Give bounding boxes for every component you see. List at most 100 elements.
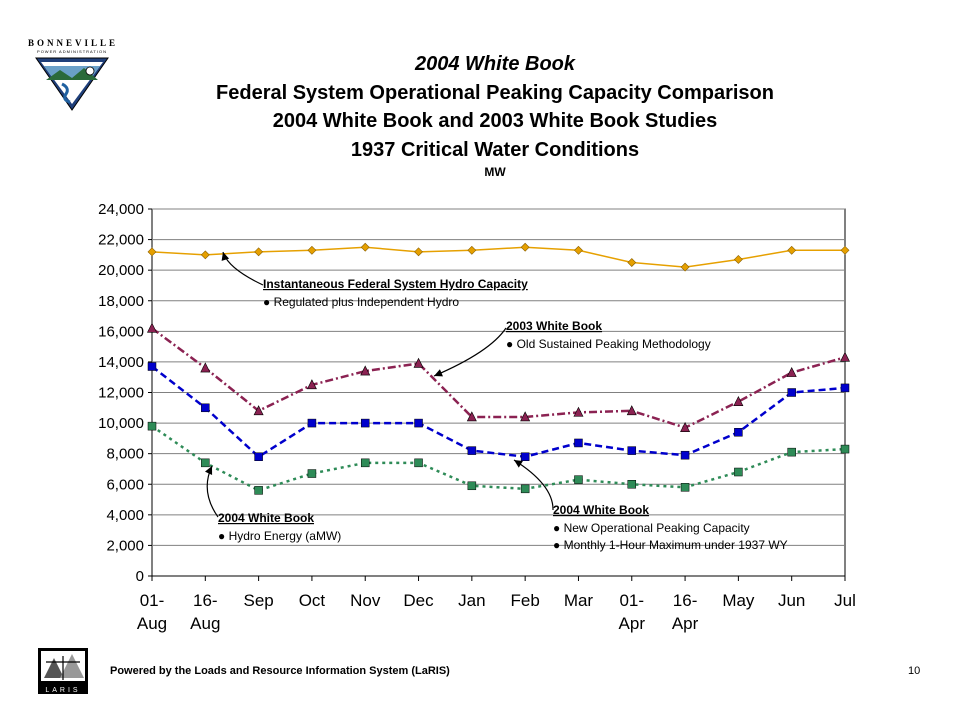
data-point-wb2003: [573, 406, 584, 417]
annotation-bullet: ● Hydro Energy (aMW): [218, 529, 341, 543]
x-tick-label: Jun: [778, 591, 805, 610]
data-point-wb2004_energy: [360, 458, 370, 468]
annotation-bullet: ● New Operational Peaking Capacity: [553, 521, 750, 535]
x-tick-label: Apr: [672, 614, 699, 633]
y-tick-label: 8,000: [106, 446, 144, 463]
annotation-title: 2004 White Book: [553, 503, 649, 517]
x-tick-label: Sep: [243, 591, 273, 610]
logo-wordmark: BONNEVILLE: [28, 38, 119, 48]
data-point-wb2003: [360, 365, 371, 376]
y-tick-label: 0: [136, 568, 144, 585]
data-point-hydro_capacity: [307, 245, 317, 255]
annotation-arrow: [433, 327, 507, 377]
y-tick-label: 2,000: [106, 537, 144, 554]
data-point-wb2003: [733, 396, 744, 406]
data-point-hydro_capacity: [787, 245, 797, 255]
annotation-arrowhead: [221, 252, 230, 261]
data-point-wb2003: [466, 411, 477, 422]
x-tick-label: Nov: [350, 591, 381, 610]
y-tick-label: 16,000: [98, 323, 144, 340]
data-point-wb2004_peaking: [147, 362, 157, 371]
data-point-wb2003: [413, 357, 424, 368]
bonneville-logo: BONNEVILLE POWER ADMINISTRATION: [28, 38, 116, 114]
series-layer: [147, 242, 850, 495]
data-point-wb2004_energy: [201, 458, 210, 468]
data-point-wb2004_peaking: [734, 428, 743, 437]
x-tick-label: 16-: [673, 591, 698, 610]
data-point-hydro_capacity: [840, 245, 850, 255]
data-point-wb2004_peaking: [680, 450, 690, 460]
footer-powered-by: Powered by the Loads and Resource Inform…: [110, 665, 450, 677]
x-tick-label: Feb: [511, 591, 540, 610]
data-point-wb2003: [626, 405, 637, 416]
annotation-bullet: ● Old Sustained Peaking Methodology: [506, 337, 711, 351]
x-tick-label: Aug: [190, 614, 220, 633]
y-tick-label: 14,000: [98, 354, 144, 371]
data-point-wb2004_peaking: [787, 388, 796, 397]
annotation-title: 2004 White Book: [218, 511, 314, 525]
data-point-hydro_capacity: [254, 247, 264, 257]
annotation-title: Instantaneous Federal System Hydro Capac…: [263, 277, 528, 291]
data-point-wb2004_peaking: [360, 418, 370, 428]
data-point-wb2003: [253, 405, 264, 416]
y-tick-label: 20,000: [98, 262, 144, 279]
data-point-wb2004_energy: [574, 475, 583, 484]
data-point-wb2003: [680, 422, 691, 432]
data-point-wb2004_peaking: [574, 438, 583, 448]
logo-subtitle: POWER ADMINISTRATION: [37, 49, 107, 54]
data-point-wb2004_energy: [467, 481, 477, 491]
chart-title: 2004 White Book: [414, 53, 576, 75]
y-tick-label: 6,000: [106, 476, 144, 493]
annotation-arrow: [513, 459, 554, 511]
data-point-wb2004_energy: [787, 447, 796, 457]
data-point-wb2004_energy: [147, 421, 157, 431]
bonneville-emblem-icon: [35, 57, 109, 111]
laris-logo-label: LARIS: [45, 687, 80, 694]
data-point-wb2004_peaking: [307, 418, 317, 428]
y-tick-label: 4,000: [106, 507, 144, 524]
data-point-wb2003: [147, 322, 157, 333]
annotation-arrowhead: [434, 369, 443, 377]
data-point-hydro_capacity: [147, 247, 157, 257]
chart-subtitle-1: Federal System Operational Peaking Capac…: [216, 81, 774, 104]
data-point-hydro_capacity: [200, 250, 210, 260]
data-point-hydro_capacity: [414, 247, 423, 257]
x-tick-label: Jan: [458, 591, 485, 610]
data-point-wb2004_energy: [254, 486, 263, 495]
x-tick-label: Aug: [137, 614, 167, 633]
data-point-wb2004_energy: [840, 444, 850, 454]
data-point-wb2004_peaking: [254, 452, 263, 461]
x-tick-label: May: [722, 591, 755, 610]
page-number: 10: [908, 665, 921, 677]
laris-logo-text: LARIS: [45, 687, 80, 694]
series-line-wb2003: [151, 327, 846, 430]
data-point-wb2003: [520, 411, 531, 422]
chart-subtitle-2: 2004 White Book and 2003 White Book Stud…: [272, 110, 718, 132]
chart-title-block: 2004 White Book Federal System Operation…: [100, 50, 890, 180]
y-tick-label: 22,000: [98, 232, 144, 249]
annotation-title: 2003 White Book: [506, 319, 602, 333]
x-tick-label: 16-: [193, 591, 218, 610]
data-point-hydro_capacity: [574, 245, 583, 255]
x-tick-label: Oct: [299, 591, 326, 610]
annotation-arrowhead: [514, 460, 523, 468]
annotation-arrowhead: [205, 466, 213, 475]
chart-subtitle-3: 1937 Critical Water Conditions: [350, 138, 640, 161]
data-point-hydro_capacity: [360, 242, 370, 252]
data-point-wb2004_peaking: [840, 383, 850, 393]
data-point-hydro_capacity: [627, 258, 637, 267]
annotation-bullet: ● Monthly 1-Hour Maximum under 1937 WY: [553, 538, 788, 552]
data-point-wb2004_energy: [307, 469, 317, 478]
data-point-wb2004_peaking: [520, 452, 530, 461]
x-tick-label: 01-: [140, 591, 165, 610]
chart-unit: MW: [484, 165, 506, 179]
y-tick-label: 24,000: [98, 201, 144, 218]
data-point-wb2004_peaking: [414, 418, 423, 428]
data-point-wb2004_energy: [734, 467, 743, 477]
data-point-wb2003: [840, 351, 850, 362]
y-tick-label: 12,000: [98, 385, 144, 402]
data-point-hydro_capacity: [680, 262, 690, 272]
data-point-hydro_capacity: [467, 245, 477, 255]
grid-layer: [151, 208, 846, 577]
series-line-wb2004_peaking: [151, 365, 846, 459]
